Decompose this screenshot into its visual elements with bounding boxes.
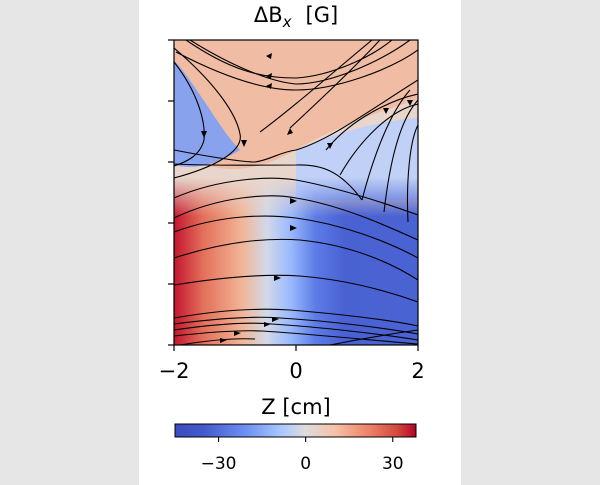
x-axis: −2 0 2 bbox=[159, 345, 425, 383]
streamline-arrow bbox=[272, 317, 279, 322]
heatmap-field bbox=[174, 40, 418, 345]
streamline-arrow bbox=[241, 140, 247, 147]
streamline-arrow bbox=[407, 100, 413, 106]
streamline bbox=[361, 89, 411, 201]
colorbar-gradient bbox=[174, 423, 417, 438]
title-unit: [G] bbox=[306, 3, 339, 27]
streamline bbox=[329, 329, 418, 345]
streamline bbox=[189, 40, 411, 85]
streamline-arrow bbox=[266, 73, 272, 79]
streamline bbox=[259, 40, 373, 133]
streamline bbox=[174, 195, 418, 241]
streamline-arrow bbox=[327, 143, 333, 149]
streamline bbox=[295, 79, 418, 151]
streamline bbox=[174, 308, 418, 327]
title-main: ΔB bbox=[254, 3, 283, 27]
x-tick-label: −2 bbox=[159, 359, 190, 383]
streamline bbox=[174, 163, 363, 201]
streamline bbox=[174, 215, 418, 259]
streamline bbox=[325, 93, 418, 151]
streamline-arrow bbox=[290, 198, 297, 204]
colorbar: −30 0 30 bbox=[174, 423, 417, 474]
streamline-arrow bbox=[266, 53, 272, 59]
heatmap-upper-right-negative bbox=[296, 118, 418, 200]
heatmap-upper-positive bbox=[174, 40, 418, 169]
x-tick-label: 0 bbox=[289, 359, 302, 383]
chart-title: ΔBx [G] bbox=[254, 3, 338, 31]
streamline-arrow bbox=[383, 108, 389, 114]
streamline bbox=[174, 274, 418, 303]
streamline-arrow bbox=[220, 338, 227, 343]
streamline bbox=[174, 149, 297, 163]
streamline bbox=[383, 99, 418, 213]
streamline-arrow bbox=[264, 322, 271, 327]
streamline bbox=[174, 330, 418, 345]
streamline-arrow bbox=[201, 131, 207, 138]
streamline bbox=[289, 40, 381, 129]
streamline bbox=[185, 40, 393, 79]
colorbar-tick-label: 0 bbox=[300, 454, 311, 474]
streamline bbox=[175, 49, 418, 91]
streamline bbox=[174, 238, 418, 281]
x-tick-label: 2 bbox=[411, 359, 424, 383]
streamline bbox=[339, 103, 418, 176]
streamline bbox=[174, 177, 418, 216]
streamline-arrow bbox=[234, 331, 241, 336]
streamline bbox=[174, 61, 205, 167]
streamline-arrow bbox=[274, 275, 281, 281]
x-axis-label: Z [cm] bbox=[261, 395, 330, 419]
streamlines bbox=[174, 40, 418, 345]
streamline bbox=[174, 47, 241, 179]
title-subscript: x bbox=[282, 13, 292, 31]
streamline-arrow bbox=[266, 83, 272, 89]
colorbar-tick-label: −30 bbox=[201, 454, 237, 474]
streamline bbox=[174, 316, 418, 335]
streamline-arrow bbox=[290, 225, 297, 231]
colorbar-ticks: −30 0 30 bbox=[201, 437, 404, 474]
streamline bbox=[406, 124, 418, 223]
streamline-arrows bbox=[201, 53, 413, 343]
streamline-arrow bbox=[287, 128, 293, 135]
y-axis bbox=[168, 39, 174, 346]
colorbar-tick-label: 30 bbox=[382, 454, 404, 474]
